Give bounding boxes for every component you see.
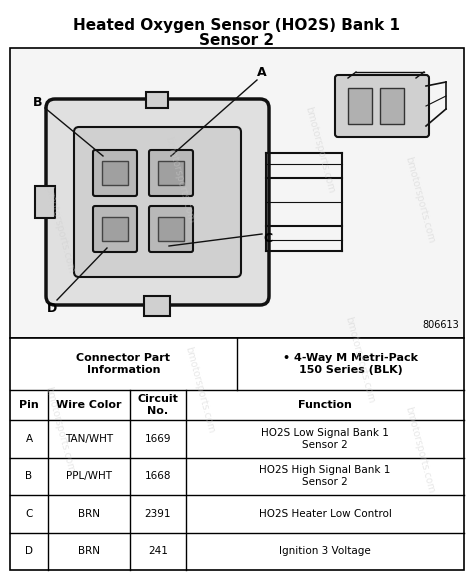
FancyBboxPatch shape <box>93 206 137 252</box>
Text: Function: Function <box>298 400 352 410</box>
Text: Pin: Pin <box>19 400 39 410</box>
Text: A: A <box>26 434 33 444</box>
Bar <box>35 186 55 218</box>
Text: • 4-Way M Metri-Pack
150 Series (BLK): • 4-Way M Metri-Pack 150 Series (BLK) <box>283 353 418 375</box>
Text: BRN: BRN <box>78 509 100 519</box>
Bar <box>102 217 128 241</box>
Text: bmotorsports.com: bmotorsports.com <box>183 346 217 435</box>
Text: B: B <box>26 471 33 481</box>
Text: TAN/WHT: TAN/WHT <box>65 434 113 444</box>
Text: bmotorsports.com: bmotorsports.com <box>304 106 337 195</box>
Text: 1668: 1668 <box>145 471 171 481</box>
FancyBboxPatch shape <box>93 150 137 196</box>
Bar <box>158 217 184 241</box>
Text: C: C <box>264 231 273 245</box>
Bar <box>158 161 184 185</box>
Text: PPL/WHT: PPL/WHT <box>66 471 112 481</box>
Text: B: B <box>33 95 43 108</box>
Text: bmotorsports.com: bmotorsports.com <box>44 386 76 475</box>
Text: bmotorsports.com: bmotorsports.com <box>44 185 76 274</box>
Text: Circuit
No.: Circuit No. <box>137 394 178 416</box>
FancyBboxPatch shape <box>335 75 429 137</box>
FancyBboxPatch shape <box>46 99 269 305</box>
Bar <box>144 296 170 316</box>
Text: 806613: 806613 <box>422 320 459 330</box>
Bar <box>10 338 464 570</box>
FancyBboxPatch shape <box>74 127 241 277</box>
Text: bmotorsports.com: bmotorsports.com <box>403 406 437 494</box>
Bar <box>146 92 168 108</box>
Text: 2391: 2391 <box>145 509 171 519</box>
Text: C: C <box>25 509 33 519</box>
Bar <box>348 88 372 124</box>
Text: D: D <box>25 546 33 556</box>
Bar <box>380 88 404 124</box>
Text: HO2S Heater Low Control: HO2S Heater Low Control <box>258 509 392 519</box>
Text: bmotorsports.com: bmotorsports.com <box>344 316 376 405</box>
Text: Wire Color: Wire Color <box>56 400 122 410</box>
Text: A: A <box>257 65 267 79</box>
FancyBboxPatch shape <box>149 150 193 196</box>
Text: 1669: 1669 <box>145 434 171 444</box>
Text: Connector Part
Information: Connector Part Information <box>76 353 171 375</box>
Text: Sensor 2: Sensor 2 <box>200 33 274 48</box>
Text: HO2S Low Signal Bank 1
Sensor 2: HO2S Low Signal Bank 1 Sensor 2 <box>261 428 389 449</box>
Text: HO2S High Signal Bank 1
Sensor 2: HO2S High Signal Bank 1 Sensor 2 <box>259 466 391 487</box>
Text: 241: 241 <box>148 546 168 556</box>
Bar <box>102 161 128 185</box>
Text: D: D <box>47 301 57 315</box>
Text: bmotorsports.com: bmotorsports.com <box>403 156 437 245</box>
Text: Ignition 3 Voltage: Ignition 3 Voltage <box>279 546 371 556</box>
Text: BRN: BRN <box>78 546 100 556</box>
Text: Heated Oxygen Sensor (HO2S) Bank 1: Heated Oxygen Sensor (HO2S) Bank 1 <box>73 18 401 33</box>
Bar <box>10 48 464 338</box>
Text: bmotorsports.com: bmotorsports.com <box>164 135 196 224</box>
FancyBboxPatch shape <box>149 206 193 252</box>
